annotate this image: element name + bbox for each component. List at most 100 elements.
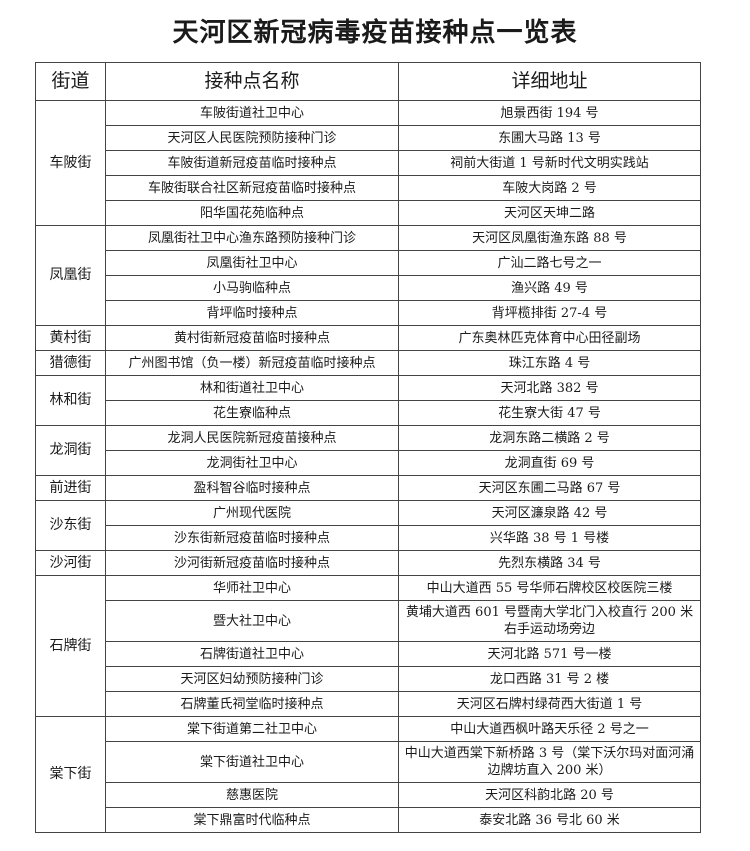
header-site-name: 接种点名称 (105, 62, 399, 101)
address-cell: 天河北路 382 号 (398, 375, 701, 401)
site-name-cell: 林和街道社卫中心 (105, 375, 399, 401)
table-row: 棠下街 棠下街道第二社卫中心 中山大道西枫叶路天乐径 2 号之一 (35, 716, 701, 833)
table-row: 阳华国花苑临种点 天河区天坤二路 (36, 200, 701, 226)
site-name-cell: 凤凰街社卫中心 (105, 250, 399, 276)
address-cell: 泰安北路 36 号北 60 米 (398, 807, 701, 833)
street-cell: 林和街 (35, 375, 106, 426)
address-cell: 黄埔大道西 601 号暨南大学北门入校直行 200 米右手运动场旁边 (398, 600, 701, 642)
table-row: 棠下鼎富时代临种点 泰安北路 36 号北 60 米 (36, 807, 701, 833)
address-cell: 天河区凤凰街渔东路 88 号 (398, 225, 701, 251)
table-row: 石牌街 华师社卫中心 中山大道西 55 号华师石牌校区校医院三楼 (35, 575, 701, 717)
table-row: 花生寮临种点 花生寮大街 47 号 (36, 400, 701, 426)
address-cell: 先烈东横路 34 号 (398, 550, 701, 576)
street-cell: 前进街 (35, 475, 106, 501)
address-cell: 珠江东路 4 号 (398, 350, 701, 376)
address-cell: 天河区濂泉路 42 号 (398, 500, 701, 526)
site-name-cell: 棠下街道第二社卫中心 (105, 716, 399, 742)
street-cell: 车陂街 (35, 100, 106, 226)
table-row: 小马驹临种点 渔兴路 49 号 (36, 275, 701, 301)
address-cell: 中山大道西 55 号华师石牌校区校医院三楼 (398, 575, 701, 601)
table-row: 车陂街联合社区新冠疫苗临时接种点 车陂大岗路 2 号 (36, 175, 701, 201)
table-row: 凤凰街社卫中心 广汕二路七号之一 (36, 250, 701, 276)
table-row: 棠下街道社卫中心 中山大道西棠下新桥路 3 号（棠下沃尔玛对面河涌边牌坊直入 20… (36, 741, 701, 783)
street-cell: 凤凰街 (35, 225, 106, 326)
site-name-cell: 阳华国花苑临种点 (105, 200, 399, 226)
header-street: 街道 (35, 62, 106, 101)
table-row: 前进街 盈科智谷临时接种点 天河区东圃二马路 67 号 (35, 475, 701, 501)
table-row: 车陂街 车陂街道社卫中心 旭景西街 194 号 (35, 100, 701, 226)
table-row: 背坪临时接种点 背坪榄排街 27-4 号 (36, 300, 701, 326)
street-cell: 沙东街 (35, 500, 106, 551)
site-name-cell: 沙河街新冠疫苗临时接种点 (105, 550, 399, 576)
site-name-cell: 广州图书馆（负一楼）新冠疫苗临时接种点 (105, 350, 399, 376)
address-cell: 天河北路 571 号一楼 (398, 641, 701, 667)
site-name-cell: 暨大社卫中心 (105, 600, 399, 642)
table-header-row: 街道 接种点名称 详细地址 (35, 62, 701, 101)
page-title: 天河区新冠病毒疫苗接种点一览表 (172, 18, 578, 48)
address-cell: 天河区石牌村绿荷西大街道 1 号 (398, 691, 701, 717)
vaccination-sites-table: 街道 接种点名称 详细地址 车陂街 车陂街道社卫中心 旭景西街 194 号天河区人民… (35, 62, 701, 833)
street-cell: 棠下街 (35, 716, 106, 833)
site-name-cell: 沙东街新冠疫苗临时接种点 (105, 525, 399, 551)
table-row: 龙洞街 龙洞人民医院新冠疫苗接种点 龙洞东路二横路 2 号 (35, 425, 701, 476)
table-row: 天河区人民医院预防接种门诊 东圃大马路 13 号 (36, 125, 701, 151)
street-cell: 龙洞街 (35, 425, 106, 476)
address-cell: 广汕二路七号之一 (398, 250, 701, 276)
address-cell: 渔兴路 49 号 (398, 275, 701, 301)
table-row: 沙东街 广州现代医院 天河区濂泉路 42 号 (35, 500, 701, 551)
table-row: 车陂街道新冠疫苗临时接种点 祠前大街道 1 号新时代文明实践站 (36, 150, 701, 176)
site-name-cell: 龙洞街社卫中心 (105, 450, 399, 476)
site-name-cell: 石牌街道社卫中心 (105, 641, 399, 667)
street-cell: 沙河街 (35, 550, 106, 576)
table-row: 慈惠医院 天河区科韵北路 20 号 (36, 782, 701, 808)
address-cell: 车陂大岗路 2 号 (398, 175, 701, 201)
address-cell: 广东奥林匹克体育中心田径副场 (398, 325, 701, 351)
site-name-cell: 龙洞人民医院新冠疫苗接种点 (105, 425, 399, 451)
site-name-cell: 华师社卫中心 (105, 575, 399, 601)
site-name-cell: 慈惠医院 (105, 782, 399, 808)
table-row: 黄村街 黄村街新冠疫苗临时接种点 广东奥林匹克体育中心田径副场 (35, 325, 701, 351)
street-cell: 黄村街 (35, 325, 106, 351)
address-cell: 天河区东圃二马路 67 号 (398, 475, 701, 501)
site-name-cell: 棠下鼎富时代临种点 (105, 807, 399, 833)
site-name-cell: 天河区妇幼预防接种门诊 (105, 666, 399, 692)
address-cell: 背坪榄排街 27-4 号 (398, 300, 701, 326)
table-row: 石牌街道社卫中心 天河北路 571 号一楼 (36, 641, 701, 667)
table-row: 暨大社卫中心 黄埔大道西 601 号暨南大学北门入校直行 200 米右手运动场旁边 (36, 600, 701, 642)
table-row: 林和街 林和街道社卫中心 天河北路 382 号 (35, 375, 701, 426)
site-name-cell: 天河区人民医院预防接种门诊 (105, 125, 399, 151)
site-name-cell: 车陂街联合社区新冠疫苗临时接种点 (105, 175, 399, 201)
street-cell: 石牌街 (35, 575, 106, 717)
address-cell: 祠前大街道 1 号新时代文明实践站 (398, 150, 701, 176)
address-cell: 天河区科韵北路 20 号 (398, 782, 701, 808)
table-row: 猎德街 广州图书馆（负一楼）新冠疫苗临时接种点 珠江东路 4 号 (35, 350, 701, 376)
address-cell: 兴华路 38 号 1 号楼 (398, 525, 701, 551)
site-name-cell: 车陂街道新冠疫苗临时接种点 (105, 150, 399, 176)
table-body: 车陂街 车陂街道社卫中心 旭景西街 194 号天河区人民医院预防接种门诊 东圃大马路 … (35, 100, 701, 833)
site-name-cell: 凤凰街社卫中心渔东路预防接种门诊 (105, 225, 399, 251)
table-row: 凤凰街 凤凰街社卫中心渔东路预防接种门诊 天河区凤凰街渔东路 88 号 (35, 225, 701, 326)
address-cell: 东圃大马路 13 号 (398, 125, 701, 151)
table-row: 沙东街新冠疫苗临时接种点 兴华路 38 号 1 号楼 (36, 525, 701, 551)
table-row: 龙洞街社卫中心 龙洞直街 69 号 (36, 450, 701, 476)
site-name-cell: 石牌董氏祠堂临时接种点 (105, 691, 399, 717)
table-row: 石牌董氏祠堂临时接种点 天河区石牌村绿荷西大街道 1 号 (36, 691, 701, 717)
site-name-cell: 棠下街道社卫中心 (105, 741, 399, 783)
address-cell: 旭景西街 194 号 (398, 100, 701, 126)
address-cell: 花生寮大街 47 号 (398, 400, 701, 426)
address-cell: 龙洞东路二横路 2 号 (398, 425, 701, 451)
site-name-cell: 花生寮临种点 (105, 400, 399, 426)
address-cell: 中山大道西棠下新桥路 3 号（棠下沃尔玛对面河涌边牌坊直入 200 米） (398, 741, 701, 783)
header-address: 详细地址 (398, 62, 701, 101)
site-name-cell: 广州现代医院 (105, 500, 399, 526)
site-name-cell: 小马驹临种点 (105, 275, 399, 301)
table-row: 天河区妇幼预防接种门诊 龙口西路 31 号 2 楼 (36, 666, 701, 692)
site-name-cell: 车陂街道社卫中心 (105, 100, 399, 126)
site-name-cell: 盈科智谷临时接种点 (105, 475, 399, 501)
table-row: 沙河街 沙河街新冠疫苗临时接种点 先烈东横路 34 号 (35, 550, 701, 576)
address-cell: 龙口西路 31 号 2 楼 (398, 666, 701, 692)
site-name-cell: 背坪临时接种点 (105, 300, 399, 326)
address-cell: 中山大道西枫叶路天乐径 2 号之一 (398, 716, 701, 742)
site-name-cell: 黄村街新冠疫苗临时接种点 (105, 325, 399, 351)
street-cell: 猎德街 (35, 350, 106, 376)
